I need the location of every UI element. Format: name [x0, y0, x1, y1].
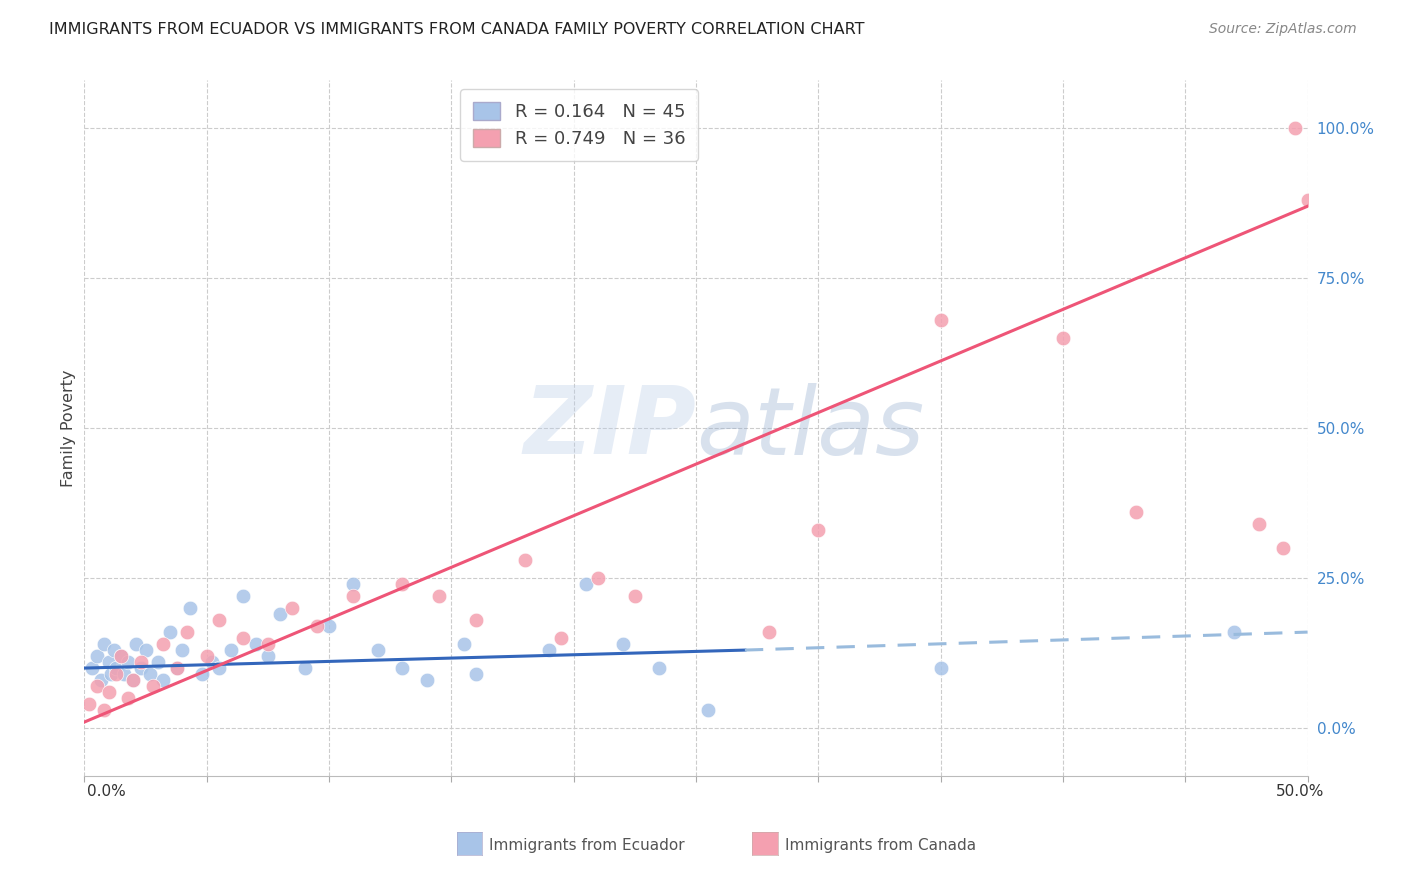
Point: [93, 637, 115, 651]
Point: [166, 661, 188, 675]
Point: [807, 523, 830, 537]
Point: [232, 631, 254, 645]
Point: [93, 703, 115, 717]
Point: [1052, 331, 1074, 345]
Point: [90, 673, 112, 687]
Point: [281, 601, 304, 615]
Text: Immigrants from Ecuador: Immigrants from Ecuador: [489, 838, 685, 853]
Text: atlas: atlas: [696, 383, 924, 474]
Point: [1284, 121, 1306, 136]
Point: [464, 667, 486, 681]
Y-axis label: Family Poverty: Family Poverty: [60, 369, 76, 487]
Point: [122, 673, 145, 687]
Point: [427, 589, 450, 603]
Point: [105, 661, 128, 675]
Point: [97, 655, 120, 669]
Point: [103, 643, 125, 657]
Point: [624, 589, 647, 603]
Point: [257, 649, 280, 664]
Point: [152, 637, 174, 651]
Point: [77, 697, 100, 711]
Text: Source: ZipAtlas.com: Source: ZipAtlas.com: [1209, 22, 1357, 37]
Point: [200, 655, 222, 669]
Point: [1296, 193, 1319, 207]
Point: [139, 667, 162, 681]
Point: [697, 703, 720, 717]
Point: [342, 577, 364, 591]
Point: [135, 643, 157, 657]
Point: [219, 643, 242, 657]
Point: [538, 643, 561, 657]
Point: [257, 637, 280, 651]
Text: ZIP: ZIP: [523, 382, 696, 475]
Point: [550, 631, 572, 645]
Point: [294, 661, 316, 675]
Legend: R = 0.164   N = 45, R = 0.749   N = 36: R = 0.164 N = 45, R = 0.749 N = 36: [460, 89, 697, 161]
Point: [80, 661, 103, 675]
Point: [318, 619, 340, 633]
Point: [172, 643, 194, 657]
Point: [342, 589, 364, 603]
Point: [152, 673, 174, 687]
Point: [612, 637, 634, 651]
Point: [146, 655, 169, 669]
Point: [191, 667, 214, 681]
Point: [105, 667, 128, 681]
Point: [391, 661, 413, 675]
Point: [245, 637, 267, 651]
Text: 0.0%: 0.0%: [87, 784, 127, 798]
Text: Immigrants from Canada: Immigrants from Canada: [785, 838, 976, 853]
Point: [129, 661, 152, 675]
Point: [305, 619, 328, 633]
Point: [97, 685, 120, 699]
Point: [195, 649, 218, 664]
Point: [176, 625, 198, 640]
Point: [122, 673, 145, 687]
Point: [117, 655, 139, 669]
Point: [1223, 625, 1246, 640]
Point: [367, 643, 389, 657]
Point: [117, 691, 139, 706]
Point: [1125, 505, 1147, 519]
Point: [929, 661, 952, 675]
Point: [464, 613, 486, 627]
Point: [86, 679, 108, 693]
Point: [453, 637, 475, 651]
Point: [110, 649, 132, 664]
Point: [166, 661, 188, 675]
Point: [929, 313, 952, 327]
Point: [179, 601, 201, 615]
Point: [513, 553, 536, 567]
Point: [416, 673, 439, 687]
Point: [269, 607, 291, 621]
Point: [129, 655, 152, 669]
Point: [586, 571, 609, 585]
Point: [1247, 517, 1270, 532]
Point: [1272, 541, 1295, 555]
Point: [110, 649, 132, 664]
Point: [142, 679, 165, 693]
Point: [125, 637, 148, 651]
Point: [100, 667, 122, 681]
Text: IMMIGRANTS FROM ECUADOR VS IMMIGRANTS FROM CANADA FAMILY POVERTY CORRELATION CHA: IMMIGRANTS FROM ECUADOR VS IMMIGRANTS FR…: [49, 22, 865, 37]
Point: [159, 625, 181, 640]
Point: [86, 649, 108, 664]
Point: [758, 625, 780, 640]
Point: [575, 577, 598, 591]
Point: [208, 613, 231, 627]
Point: [208, 661, 231, 675]
Point: [391, 577, 413, 591]
Text: 50.0%: 50.0%: [1277, 784, 1324, 798]
Point: [648, 661, 671, 675]
Point: [232, 589, 254, 603]
Point: [112, 667, 135, 681]
